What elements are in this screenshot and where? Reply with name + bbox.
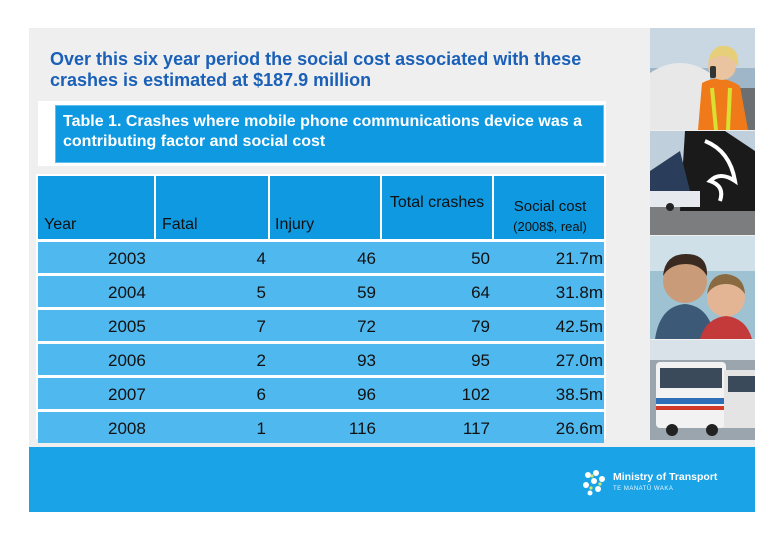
table-row: 2006 2 93 95 27.0m (38, 344, 604, 375)
cell-total: 102 (461, 385, 490, 404)
logo-subtitle: TE MANATŪ WAKA (613, 486, 674, 492)
cell-total: 95 (471, 351, 490, 370)
cell-social-cost: 27.0m (555, 351, 603, 370)
cell-year: 2006 (108, 351, 146, 370)
photo-woman-on-phone (650, 28, 755, 130)
cell-total: 79 (471, 317, 490, 336)
cell-injury: 93 (357, 351, 376, 370)
header-social-cost: Social cost (513, 198, 587, 215)
logo-text: Ministry of Transport (613, 471, 718, 483)
table-row: 2003 4 46 50 21.7m (38, 242, 604, 273)
header-cell-total (382, 176, 494, 239)
header-fatal: Fatal (162, 216, 198, 233)
cell-year: 2007 (108, 385, 146, 404)
cell-fatal: 7 (256, 317, 266, 336)
headline: Over this six year period the social cos… (50, 49, 582, 90)
cell-injury: 96 (357, 385, 376, 404)
footer-bar (29, 447, 755, 512)
header-year: Year (44, 216, 77, 233)
cell-year: 2003 (108, 249, 146, 268)
header-social-cost-unit: (2008$, real) (513, 219, 587, 234)
cell-injury: 59 (357, 283, 376, 302)
photo-aircraft (650, 131, 755, 235)
cell-fatal: 4 (256, 249, 266, 268)
cell-injury: 72 (357, 317, 376, 336)
cell-total: 64 (471, 283, 490, 302)
cell-fatal: 1 (256, 419, 266, 438)
ministry-of-transport-logo-icon (583, 470, 605, 496)
cell-year: 2004 (108, 283, 146, 302)
cell-fatal: 5 (256, 283, 266, 302)
table-row: 2005 7 72 79 42.5m (38, 310, 604, 341)
header-cell-social-cost (494, 176, 604, 239)
cell-social-cost: 42.5m (555, 317, 603, 336)
table-row: 2004 5 59 64 31.8m (38, 276, 604, 307)
cell-fatal: 6 (256, 385, 266, 404)
photo-strip (650, 28, 755, 440)
photo-father-and-son (650, 236, 755, 339)
cell-injury: 46 (357, 249, 376, 268)
cell-year: 2008 (108, 419, 146, 438)
cell-fatal: 2 (256, 351, 266, 370)
table-caption: Table 1. Crashes where mobile phone comm… (63, 113, 582, 150)
header-total-crashes: Total crashes (389, 194, 485, 211)
table-row: 2008 1 116 117 26.6m (38, 412, 604, 443)
cell-social-cost: 38.5m (555, 385, 603, 404)
cell-social-cost: 21.7m (555, 249, 603, 268)
header-cell-injury (270, 176, 382, 239)
cell-social-cost: 31.8m (555, 283, 603, 302)
table-caption-box (55, 105, 604, 163)
header-cell-fatal (156, 176, 270, 239)
photo-buses (650, 340, 755, 440)
cell-injury: 116 (348, 419, 376, 438)
cell-social-cost: 26.6m (555, 419, 603, 438)
cell-total: 117 (462, 419, 490, 438)
header-cell-year (38, 176, 156, 239)
cell-year: 2005 (108, 317, 146, 336)
table-row: 2007 6 96 102 38.5m (38, 378, 604, 409)
header-injury: Injury (275, 216, 315, 233)
cell-total: 50 (471, 249, 490, 268)
